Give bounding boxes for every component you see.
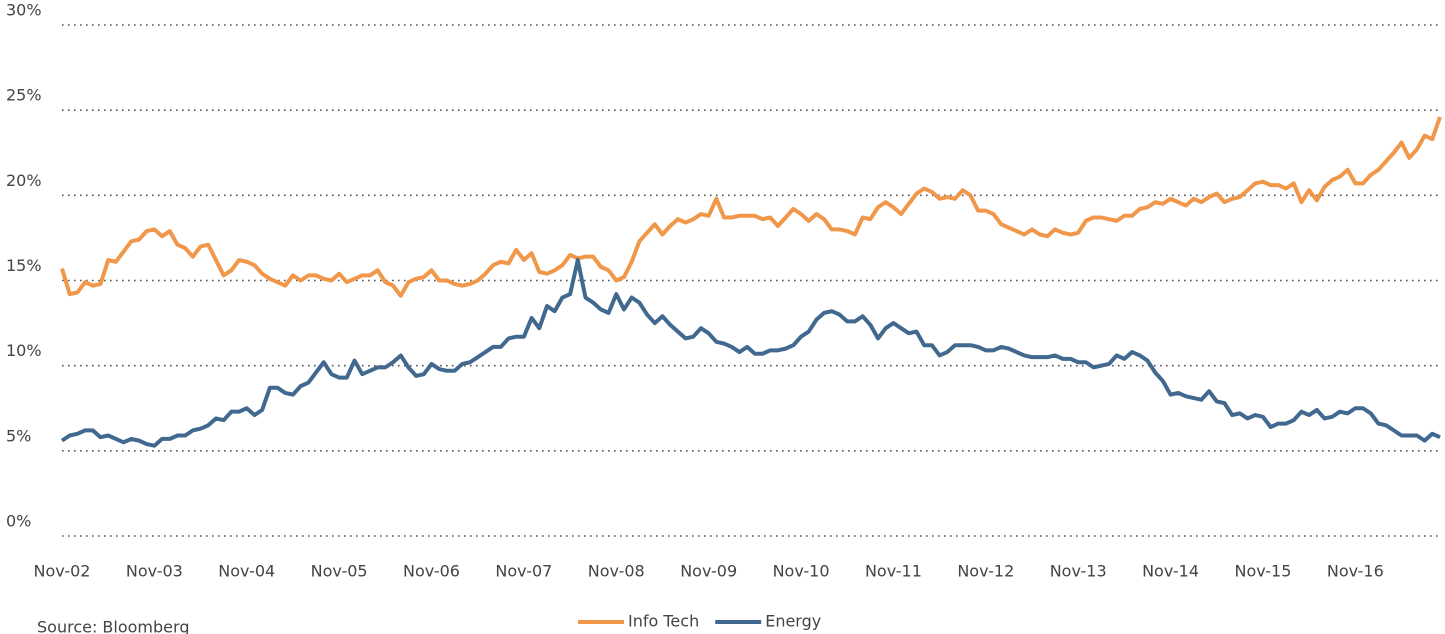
y-tick-label: 25% xyxy=(6,86,42,105)
x-tick-label: Nov-07 xyxy=(495,562,552,581)
y-tick-label: 5% xyxy=(6,426,31,445)
legend-label: Energy xyxy=(765,612,821,631)
x-tick-label: Nov-03 xyxy=(126,562,183,581)
x-tick-label: Nov-10 xyxy=(773,562,830,581)
x-tick-label: Nov-04 xyxy=(218,562,275,581)
x-tick-label: Nov-11 xyxy=(865,562,922,581)
x-tick-label: Nov-12 xyxy=(957,562,1014,581)
x-tick-label: Nov-02 xyxy=(34,562,91,581)
source-note: Source: Bloomberg xyxy=(37,618,189,634)
x-tick-label: Nov-16 xyxy=(1327,562,1384,581)
y-tick-label: 15% xyxy=(6,256,42,275)
y-tick-label: 10% xyxy=(6,341,42,360)
x-tick-label: Nov-08 xyxy=(588,562,645,581)
x-tick-label: Nov-05 xyxy=(311,562,368,581)
legend-label: Info Tech xyxy=(628,612,699,631)
series-line xyxy=(60,258,1441,448)
x-tick-label: Nov-09 xyxy=(680,562,737,581)
y-tick-label: 20% xyxy=(6,171,42,190)
x-tick-label: Nov-15 xyxy=(1234,562,1291,581)
y-tick-label: 30% xyxy=(6,1,42,20)
x-tick-label: Nov-06 xyxy=(403,562,460,581)
series-line xyxy=(60,116,1442,298)
x-tick-label: Nov-14 xyxy=(1142,562,1199,581)
y-tick-label: 0% xyxy=(6,512,31,531)
x-tick-label: Nov-13 xyxy=(1050,562,1107,581)
